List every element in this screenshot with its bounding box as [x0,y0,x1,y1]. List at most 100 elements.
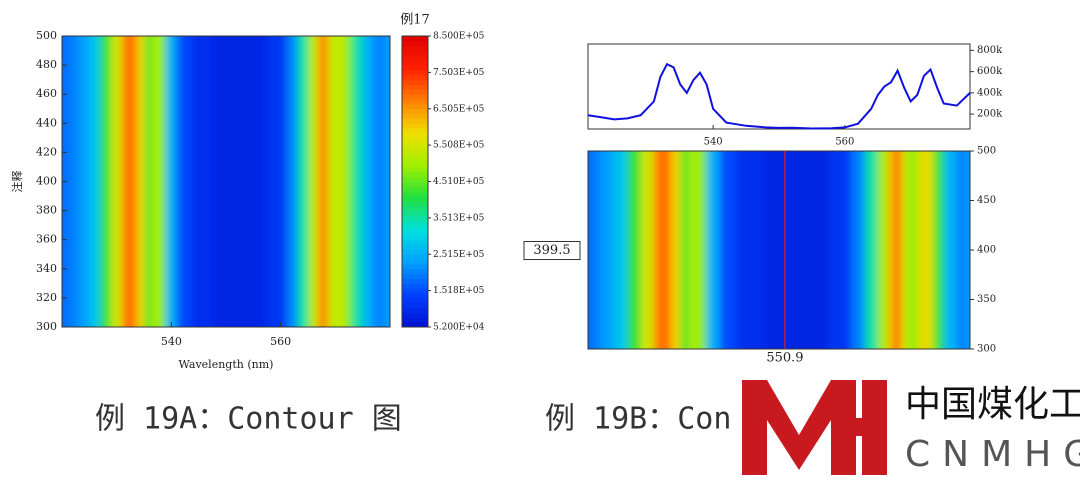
contour-band [956,151,968,349]
y-tick-label: 420 [36,145,57,158]
contour-band [736,151,764,349]
contour-band [614,151,629,349]
y-tick-label: 300 [977,344,996,355]
y-tick-label: 340 [36,262,57,275]
plot-frame [587,43,971,130]
y-tick-label: 500 [977,146,996,157]
colorbar-cell [402,263,428,270]
colorbar-cell [402,36,428,42]
colorbar-cell [402,65,428,71]
colorbar-cell [402,317,428,323]
y-tick-label: 400 [36,175,57,188]
colorbar-cell [402,55,428,61]
contour-band [190,36,213,327]
colorbar-cell [402,288,428,294]
colorbar-cell [402,94,428,100]
contour-band [78,36,90,327]
colorbar-cell [402,50,428,56]
y-tick-label: 480 [36,58,57,71]
y-tick-label: 200k [977,109,1003,120]
colorbar-cell [402,191,428,197]
colorbar-cell [402,302,428,309]
y-tick-label: 360 [36,233,57,246]
contour-band [663,151,671,349]
colorbar-cell [402,40,428,47]
contour-band [601,151,615,349]
colorbar-label: 7.503E+05 [433,68,485,78]
colorbar-cell [402,278,428,284]
contour-band [67,36,79,327]
colorbar-cell [402,293,428,299]
heatmap-blur [62,36,390,327]
colorbar-cell [402,210,428,216]
colorbar-label: 4.510E+05 [433,177,485,187]
x-tick-label: 540 [161,335,182,348]
colorbar-label: 2.515E+05 [433,250,485,260]
colorbar-cell [402,234,428,241]
contour-band [864,151,879,349]
contour-band [343,36,353,327]
contour-band [640,151,655,349]
y-tick-label: 800k [977,45,1003,56]
colorbar-label: 8.500E+05 [433,32,485,42]
y-tick-label: 400k [977,87,1003,98]
colorbar-cell [402,239,428,246]
heatmap [62,36,390,327]
colorbar-cell [402,79,428,85]
colorbar-cell [402,69,428,76]
caption: 例 19A：Contour 图 [95,402,402,437]
colorbar-cell [402,297,428,304]
contour-band [239,36,268,327]
contour-band [332,36,339,327]
colorbar-cell [402,60,428,66]
colorbar-label: 3.513E+05 [433,213,485,223]
y-tick-label: 350 [977,294,996,305]
colorbar-cell [402,225,428,231]
y-axis-label: 注释 [10,171,24,193]
contour-band [384,36,390,327]
colorbar-label: 5.508E+05 [433,141,485,151]
contour-band [690,151,698,349]
contour-band [900,151,909,349]
colorbar-cell [402,152,428,158]
colorbar-cell [402,99,428,105]
colorbar-cell [402,307,428,313]
colorbar-cell [402,157,428,163]
contour-band [670,151,681,349]
caption: 例 19B：Con [545,402,731,437]
contour-band [627,151,642,349]
logo-mark [742,380,856,475]
contour-band [920,151,928,349]
contour-band [122,36,131,327]
colorbar-label: 5.200E+04 [433,323,485,333]
x-tick-label: 540 [704,137,723,148]
contour-band [308,36,317,327]
contour-band [100,36,112,327]
x-tick-label: 560 [270,335,291,348]
y-tick-label: 320 [36,291,57,304]
colorbar-cell [402,254,428,260]
colorbar-cell [402,200,428,207]
colorbar-cell [402,108,428,115]
logo: 中国煤化工 CNMHG [742,380,1080,475]
contour-band [327,36,334,327]
colorbar-cell [402,181,428,187]
contour-band [851,151,866,349]
y-tick-label: 380 [36,204,57,217]
contour-band [338,36,345,327]
colorbar-cell [402,322,428,328]
contour-band [297,36,309,327]
contour-band [966,151,970,349]
contour-band [907,151,915,349]
contour-band [351,36,364,327]
y-tick-label: 440 [36,116,57,129]
contour-band [887,151,895,349]
colorbar-cell [402,244,428,250]
contour-band [165,36,178,327]
y-tick-label: 300 [36,320,57,333]
contour-band [316,36,323,327]
colorbar-cell [402,74,428,81]
contour-band [135,36,145,327]
contour-band [373,36,386,327]
